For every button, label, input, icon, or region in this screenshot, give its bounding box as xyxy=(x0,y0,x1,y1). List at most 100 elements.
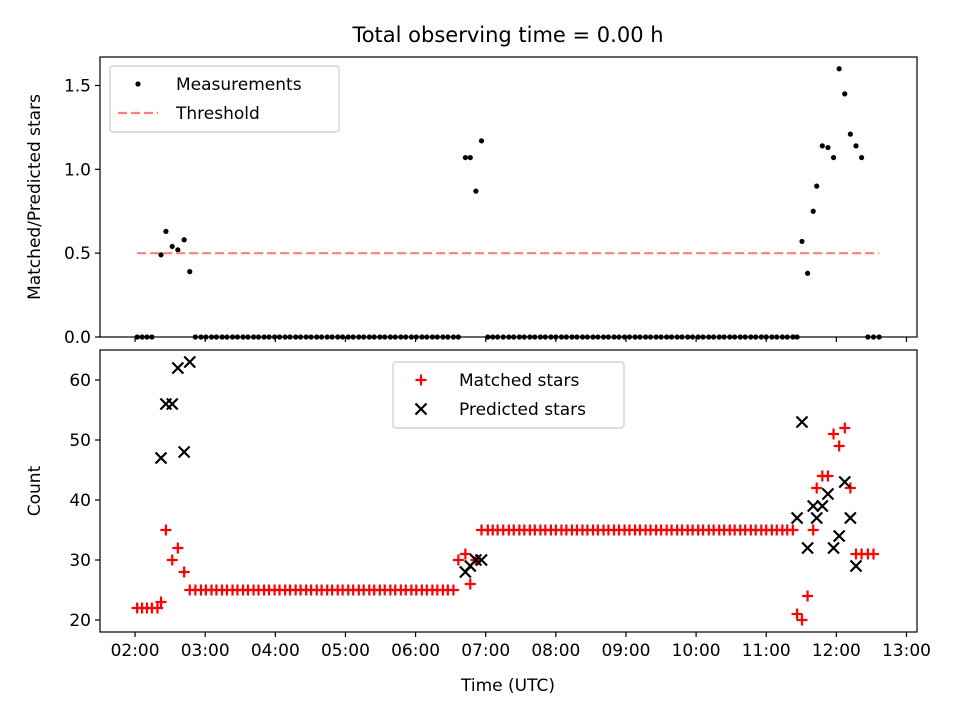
data-point xyxy=(419,334,425,340)
y-tick-label: 30 xyxy=(69,551,91,571)
data-point xyxy=(668,334,675,340)
legend-box xyxy=(392,361,625,429)
data-point xyxy=(844,482,856,494)
data-point xyxy=(261,334,267,340)
data-point xyxy=(469,553,483,567)
data-point xyxy=(382,334,388,340)
data-point xyxy=(611,334,617,340)
data-point xyxy=(814,183,820,189)
x-tick-label: 07:00 xyxy=(461,641,510,661)
series-matched-stars xyxy=(132,422,880,626)
data-point xyxy=(605,334,612,340)
data-point xyxy=(266,334,272,340)
data-point xyxy=(234,334,241,340)
data-point xyxy=(276,334,283,340)
bottom-panel: 20 30 40 50 60 02:00 03:00 04:00 05:00 06:00 07:00… xyxy=(25,350,931,661)
y-tick-label: 20 xyxy=(69,611,91,631)
data-point xyxy=(450,334,457,340)
data-point xyxy=(340,334,346,340)
data-point xyxy=(685,334,691,340)
x-tick-label: 08:00 xyxy=(531,641,580,661)
data-point xyxy=(658,334,664,340)
data-point xyxy=(579,334,586,340)
data-point xyxy=(836,66,842,72)
data-point xyxy=(392,334,398,340)
data-point xyxy=(169,243,175,250)
legend-label: Predicted stars xyxy=(459,400,586,420)
data-point xyxy=(839,422,851,434)
data-point xyxy=(822,470,834,482)
data-point xyxy=(172,542,184,554)
data-point xyxy=(802,590,814,602)
data-point xyxy=(429,334,436,340)
data-point xyxy=(816,499,829,513)
data-point xyxy=(245,334,251,340)
data-point xyxy=(647,334,654,340)
data-point xyxy=(830,154,837,161)
legend: Matched stars Predicted stars xyxy=(392,361,625,429)
data-point xyxy=(224,334,230,340)
x-tick-label: 13:00 xyxy=(882,641,931,661)
x-tick-label: 02:00 xyxy=(111,641,160,661)
data-point xyxy=(806,499,820,513)
y-tick-label: 40 xyxy=(69,491,91,511)
data-point xyxy=(155,596,167,608)
x-tick-label: 10:00 xyxy=(672,641,721,661)
y-tick-label: 50 xyxy=(69,431,91,451)
data-point xyxy=(500,334,506,340)
data-point xyxy=(408,334,414,340)
data-point xyxy=(737,334,743,340)
data-point xyxy=(413,334,419,340)
data-point xyxy=(160,524,172,536)
data-point xyxy=(467,154,473,161)
y-tick-label: 0.0 xyxy=(64,328,91,348)
data-point xyxy=(462,154,468,161)
data-point xyxy=(490,334,496,340)
legend-box xyxy=(109,65,340,133)
data-point xyxy=(590,334,596,340)
data-point xyxy=(324,334,330,340)
data-point xyxy=(452,554,464,566)
data-point xyxy=(335,334,341,340)
data-point xyxy=(345,334,351,340)
data-point xyxy=(584,334,590,340)
data-point xyxy=(240,334,246,340)
data-point xyxy=(464,578,476,590)
data-point xyxy=(219,334,225,340)
data-point xyxy=(183,355,197,369)
data-point xyxy=(868,548,880,560)
data-point xyxy=(361,334,367,340)
data-point xyxy=(371,334,377,340)
data-point xyxy=(297,334,304,340)
data-point xyxy=(303,334,309,340)
data-point xyxy=(445,334,451,340)
data-point xyxy=(791,608,803,620)
x-tick-label: 11:00 xyxy=(742,641,791,661)
legend-label: Matched stars xyxy=(459,371,579,391)
data-point xyxy=(287,334,293,340)
data-point xyxy=(779,334,785,340)
legend-swatch xyxy=(415,374,427,386)
data-point xyxy=(455,334,461,340)
data-point xyxy=(447,584,459,596)
axes-frame xyxy=(99,349,918,633)
legend-swatch xyxy=(135,81,141,87)
data-point xyxy=(485,334,491,340)
data-point xyxy=(849,559,863,573)
data-point xyxy=(387,334,393,340)
data-point xyxy=(790,334,796,340)
x-tick-label: 03:00 xyxy=(181,641,230,661)
data-point xyxy=(495,334,501,340)
data-point xyxy=(821,487,835,501)
y-tick-label: 1.5 xyxy=(64,77,91,97)
data-point xyxy=(403,334,409,340)
data-point xyxy=(727,334,733,340)
data-point xyxy=(250,334,257,340)
data-point xyxy=(478,138,485,144)
data-point xyxy=(787,524,799,536)
x-tick-label: 04:00 xyxy=(251,641,300,661)
data-point xyxy=(769,334,775,340)
legend-label: Threshold xyxy=(175,104,260,124)
data-point xyxy=(796,614,808,626)
data-point xyxy=(314,334,320,340)
